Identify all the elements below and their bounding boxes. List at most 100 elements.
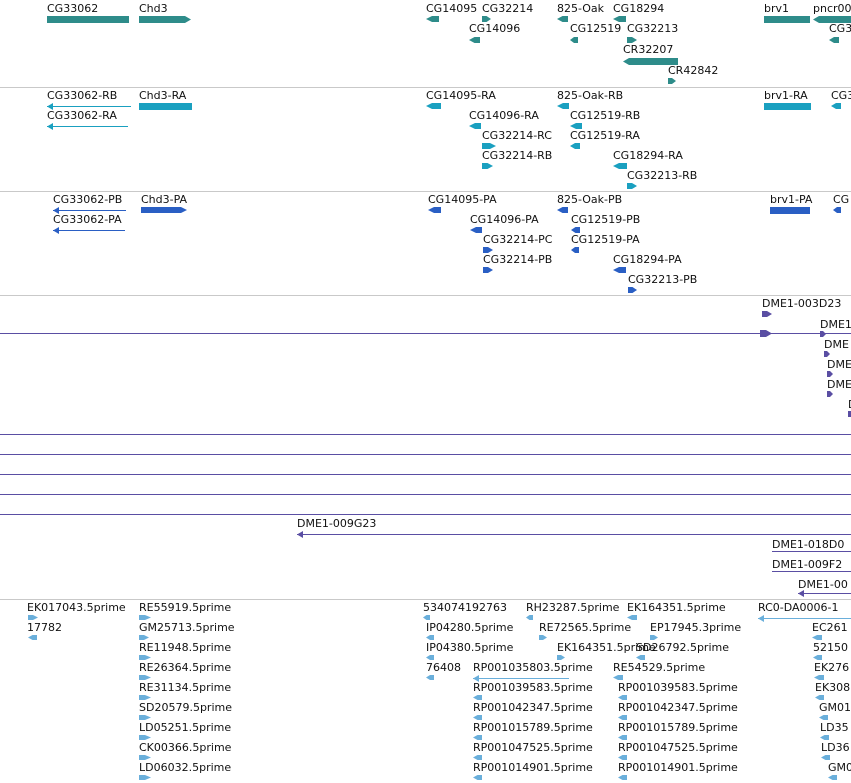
feature-glyph[interactable] (623, 58, 678, 65)
feature-glyph[interactable] (139, 16, 191, 23)
feature-glyph[interactable] (482, 16, 491, 22)
alignment-line[interactable] (0, 434, 851, 435)
feature-glyph[interactable] (764, 103, 811, 110)
feature-glyph[interactable] (139, 615, 151, 620)
feature-glyph[interactable] (557, 16, 568, 22)
feature-glyph[interactable] (636, 655, 645, 660)
feature-glyph[interactable] (469, 123, 481, 129)
feature-glyph[interactable] (820, 331, 826, 337)
feature-glyph[interactable] (627, 615, 637, 620)
feature-glyph[interactable] (139, 755, 151, 760)
feature-glyph[interactable] (772, 571, 851, 572)
feature-glyph[interactable] (613, 675, 623, 680)
feature-glyph[interactable] (827, 391, 833, 397)
feature-glyph[interactable] (618, 715, 627, 720)
feature-glyph[interactable] (831, 103, 841, 109)
feature-glyph[interactable] (570, 143, 580, 149)
feature-glyph[interactable] (812, 635, 822, 640)
feature-glyph[interactable] (628, 287, 637, 293)
feature-glyph[interactable] (28, 615, 38, 620)
feature-glyph[interactable] (814, 675, 824, 680)
feature-glyph[interactable] (473, 735, 482, 740)
feature-glyph[interactable] (824, 351, 830, 357)
feature-glyph[interactable] (426, 16, 439, 22)
feature-glyph[interactable] (557, 207, 568, 213)
feature-glyph[interactable] (53, 207, 126, 214)
feature-glyph[interactable] (139, 103, 192, 110)
feature-glyph[interactable] (650, 635, 658, 640)
feature-glyph[interactable] (570, 37, 578, 43)
feature-glyph[interactable] (848, 411, 851, 417)
feature-glyph[interactable] (557, 655, 565, 660)
feature-glyph[interactable] (473, 675, 569, 682)
feature-glyph[interactable] (47, 123, 128, 130)
feature-glyph[interactable] (627, 183, 637, 189)
feature-glyph[interactable] (473, 695, 482, 700)
feature-glyph[interactable] (828, 775, 837, 780)
feature-glyph[interactable] (426, 103, 441, 109)
feature-glyph[interactable] (821, 755, 830, 760)
feature-glyph[interactable] (139, 635, 149, 640)
feature-glyph[interactable] (557, 103, 569, 109)
feature-glyph[interactable] (426, 655, 434, 660)
feature-glyph[interactable] (139, 675, 151, 680)
feature-glyph[interactable] (820, 735, 829, 740)
feature-glyph[interactable] (470, 227, 482, 233)
feature-glyph[interactable] (426, 635, 434, 640)
feature-glyph[interactable] (758, 615, 851, 622)
feature-glyph[interactable] (770, 207, 810, 214)
feature-glyph[interactable] (473, 755, 482, 760)
feature-glyph[interactable] (764, 16, 810, 23)
feature-glyph[interactable] (819, 715, 828, 720)
feature-glyph[interactable] (813, 16, 851, 23)
feature-glyph[interactable] (426, 675, 434, 680)
feature-glyph[interactable] (613, 267, 626, 273)
feature-glyph[interactable] (618, 775, 627, 780)
feature-glyph[interactable] (571, 227, 580, 233)
feature-glyph[interactable] (47, 16, 129, 23)
feature-glyph[interactable] (571, 247, 579, 253)
feature-glyph[interactable] (827, 371, 833, 377)
feature-glyph[interactable] (473, 715, 482, 720)
feature-glyph[interactable] (798, 590, 851, 597)
feature-glyph[interactable] (760, 330, 772, 337)
alignment-line[interactable] (0, 333, 851, 334)
feature-glyph[interactable] (297, 531, 851, 538)
feature-glyph[interactable] (668, 78, 676, 84)
feature-glyph[interactable] (423, 615, 430, 620)
feature-glyph[interactable] (483, 267, 493, 273)
feature-glyph[interactable] (613, 16, 626, 22)
feature-glyph[interactable] (473, 775, 482, 780)
feature-glyph[interactable] (139, 695, 151, 700)
feature-glyph[interactable] (613, 163, 627, 169)
feature-glyph[interactable] (139, 735, 151, 740)
feature-glyph[interactable] (618, 755, 627, 760)
feature-glyph[interactable] (28, 635, 37, 640)
feature-glyph[interactable] (141, 207, 187, 213)
feature-glyph[interactable] (762, 311, 772, 317)
feature-glyph[interactable] (618, 695, 627, 700)
feature-glyph[interactable] (539, 635, 547, 640)
feature-glyph[interactable] (139, 655, 151, 660)
feature-glyph[interactable] (829, 37, 839, 43)
feature-glyph[interactable] (483, 247, 493, 253)
feature-glyph[interactable] (772, 551, 851, 552)
feature-glyph[interactable] (833, 207, 841, 213)
feature-glyph[interactable] (815, 695, 824, 700)
feature-glyph[interactable] (813, 655, 822, 660)
alignment-line[interactable] (0, 454, 851, 455)
feature-glyph[interactable] (428, 207, 441, 213)
alignment-line[interactable] (0, 474, 851, 475)
alignment-line[interactable] (0, 494, 851, 495)
feature-glyph[interactable] (47, 103, 131, 110)
feature-glyph[interactable] (482, 143, 496, 149)
feature-glyph[interactable] (627, 37, 637, 43)
feature-glyph[interactable] (618, 735, 627, 740)
feature-glyph[interactable] (469, 37, 480, 43)
feature-glyph[interactable] (53, 227, 125, 234)
feature-glyph[interactable] (526, 615, 533, 620)
feature-glyph[interactable] (139, 715, 151, 720)
feature-glyph[interactable] (482, 163, 493, 169)
feature-glyph[interactable] (139, 775, 151, 780)
feature-glyph[interactable] (570, 123, 582, 129)
